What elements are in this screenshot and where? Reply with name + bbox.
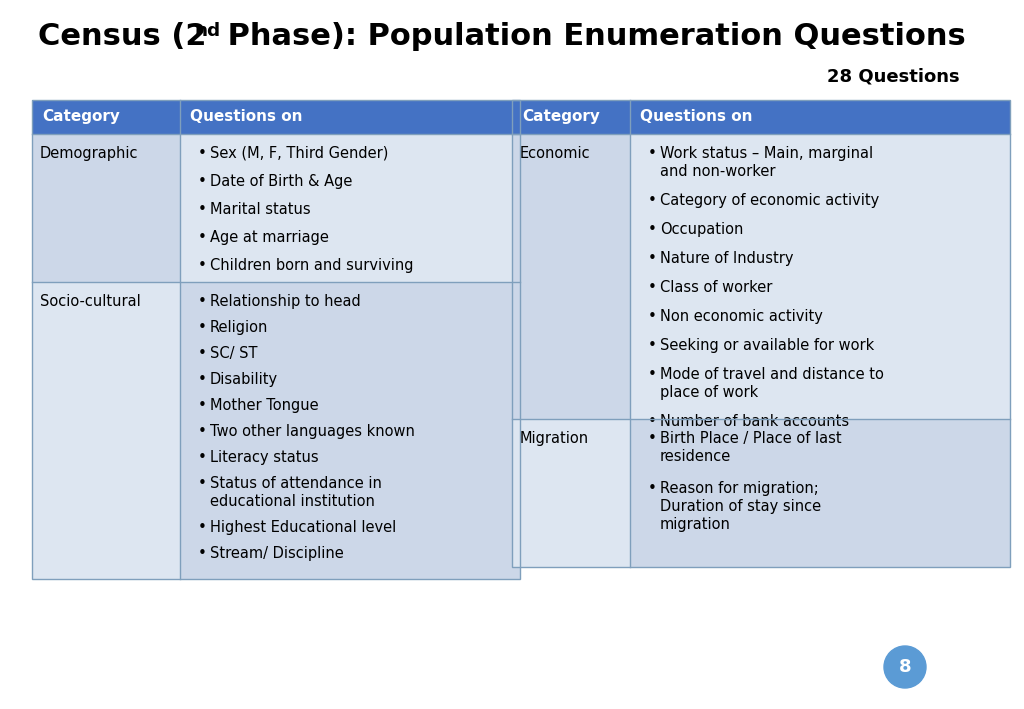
- Text: •: •: [648, 251, 656, 266]
- Text: Economic: Economic: [520, 146, 591, 161]
- Text: Socio-cultural: Socio-cultural: [40, 294, 140, 309]
- Text: •: •: [198, 320, 207, 335]
- Bar: [512, 100, 1010, 567]
- Text: Non economic activity: Non economic activity: [660, 309, 823, 324]
- Text: •: •: [198, 202, 207, 217]
- Text: •: •: [198, 450, 207, 465]
- Text: •: •: [198, 294, 207, 309]
- Text: 28 Questions: 28 Questions: [827, 68, 961, 86]
- Bar: [512, 100, 1010, 134]
- Text: •: •: [198, 476, 207, 491]
- Text: Duration of stay since: Duration of stay since: [660, 499, 821, 514]
- Text: Reason for migration;: Reason for migration;: [660, 481, 819, 496]
- Text: •: •: [198, 258, 207, 273]
- Text: Sex (M, F, Third Gender): Sex (M, F, Third Gender): [210, 146, 388, 161]
- Text: •: •: [648, 414, 656, 429]
- Text: Mode of travel and distance to: Mode of travel and distance to: [660, 367, 884, 382]
- Text: Class of worker: Class of worker: [660, 280, 772, 295]
- Text: •: •: [648, 431, 656, 446]
- Text: nd: nd: [195, 22, 221, 40]
- Circle shape: [884, 646, 926, 688]
- Text: •: •: [648, 193, 656, 208]
- Text: Date of Birth & Age: Date of Birth & Age: [210, 174, 352, 189]
- Text: Stream/ Discipline: Stream/ Discipline: [210, 546, 344, 561]
- Text: Mother Tongue: Mother Tongue: [210, 398, 318, 413]
- Text: •: •: [648, 309, 656, 324]
- Text: Demographic: Demographic: [40, 146, 138, 161]
- Text: Children born and surviving: Children born and surviving: [210, 258, 414, 273]
- Text: •: •: [648, 481, 656, 496]
- Bar: [512, 419, 630, 567]
- Text: educational institution: educational institution: [210, 494, 375, 509]
- Text: 8: 8: [899, 658, 911, 676]
- Bar: [630, 419, 1010, 567]
- Text: Relationship to head: Relationship to head: [210, 294, 360, 309]
- Text: Occupation: Occupation: [660, 222, 743, 237]
- Text: Category: Category: [522, 109, 600, 124]
- Text: •: •: [648, 146, 656, 161]
- Text: migration: migration: [660, 517, 731, 532]
- Text: Category of economic activity: Category of economic activity: [660, 193, 880, 208]
- Text: Questions on: Questions on: [640, 109, 753, 124]
- Bar: [32, 100, 520, 134]
- Text: •: •: [648, 280, 656, 295]
- Text: Census (2: Census (2: [38, 22, 207, 51]
- Text: •: •: [648, 222, 656, 237]
- Text: •: •: [198, 520, 207, 535]
- Text: and non-worker: and non-worker: [660, 164, 775, 179]
- Text: Two other languages known: Two other languages known: [210, 424, 415, 439]
- Bar: [32, 282, 180, 579]
- Text: •: •: [198, 174, 207, 189]
- Bar: [180, 134, 520, 282]
- Text: place of work: place of work: [660, 385, 758, 400]
- Text: •: •: [648, 338, 656, 353]
- Bar: [32, 100, 520, 579]
- Text: •: •: [198, 398, 207, 413]
- Text: residence: residence: [660, 449, 731, 464]
- Text: Nature of Industry: Nature of Industry: [660, 251, 794, 266]
- Text: Phase): Population Enumeration Questions: Phase): Population Enumeration Questions: [217, 22, 966, 51]
- Text: Birth Place / Place of last: Birth Place / Place of last: [660, 431, 842, 446]
- Text: •: •: [648, 367, 656, 382]
- Text: •: •: [198, 546, 207, 561]
- Text: Questions on: Questions on: [190, 109, 302, 124]
- Text: Migration: Migration: [520, 431, 589, 446]
- Text: •: •: [198, 230, 207, 245]
- Text: •: •: [198, 424, 207, 439]
- Text: Disability: Disability: [210, 372, 279, 387]
- Bar: [512, 134, 630, 419]
- Bar: [180, 282, 520, 579]
- Text: •: •: [198, 346, 207, 361]
- Text: Category: Category: [42, 109, 120, 124]
- Text: Status of attendance in: Status of attendance in: [210, 476, 382, 491]
- Text: Work status – Main, marginal: Work status – Main, marginal: [660, 146, 873, 161]
- Bar: [630, 134, 1010, 419]
- Text: Marital status: Marital status: [210, 202, 310, 217]
- Text: Number of bank accounts: Number of bank accounts: [660, 414, 849, 429]
- Text: Literacy status: Literacy status: [210, 450, 318, 465]
- Text: •: •: [198, 372, 207, 387]
- Text: Religion: Religion: [210, 320, 268, 335]
- Text: •: •: [198, 146, 207, 161]
- Text: Highest Educational level: Highest Educational level: [210, 520, 396, 535]
- Text: SC/ ST: SC/ ST: [210, 346, 257, 361]
- Text: Age at marriage: Age at marriage: [210, 230, 329, 245]
- Bar: [32, 134, 180, 282]
- Text: Seeking or available for work: Seeking or available for work: [660, 338, 874, 353]
